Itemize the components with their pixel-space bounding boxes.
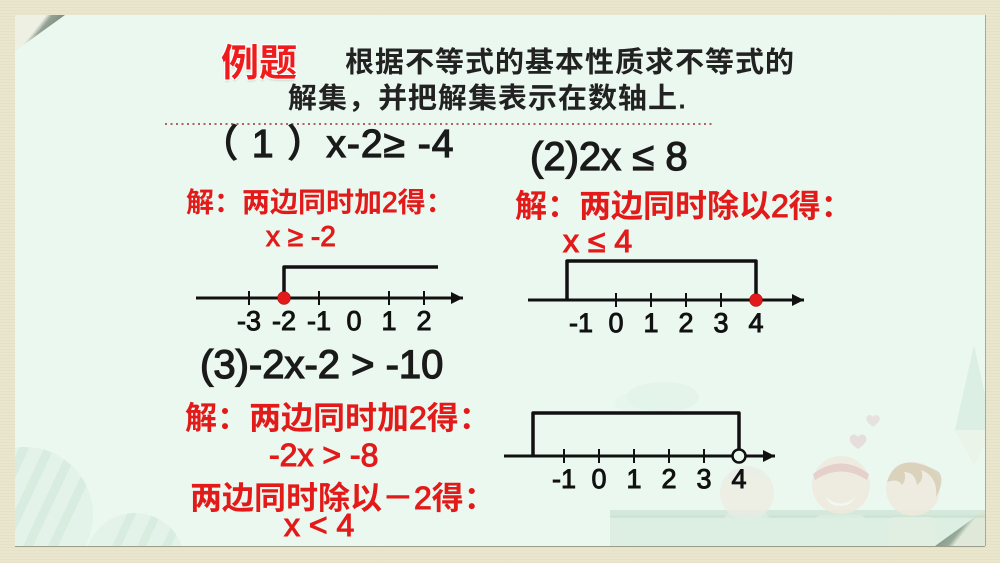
svg-text:2: 2 <box>661 464 676 494</box>
svg-text:3: 3 <box>696 464 711 494</box>
svg-text:4: 4 <box>731 464 746 494</box>
svg-text:0: 0 <box>591 464 606 494</box>
svg-text:1: 1 <box>626 464 641 494</box>
svg-text:-1: -1 <box>552 464 576 494</box>
